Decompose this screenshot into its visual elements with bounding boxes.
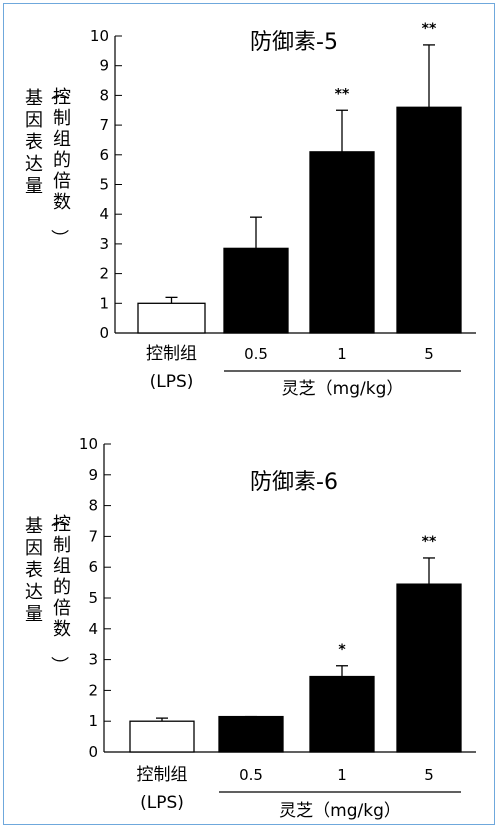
y-tick-label: 3 — [99, 235, 109, 253]
y-axis-label: 基因表达量 — [25, 516, 43, 625]
y-tick-label: 5 — [88, 589, 98, 607]
x-category-label: 5 — [424, 345, 434, 363]
control-sublabel: (LPS) — [150, 372, 194, 392]
y-axis-sublabel: （控制组的倍数） — [48, 82, 71, 247]
y-tick-label: 7 — [88, 527, 98, 545]
y-tick-label: 2 — [99, 265, 109, 283]
x-category-label: 5 — [424, 766, 434, 784]
y-tick-label: 6 — [88, 558, 98, 576]
x-category-label: 控制组 — [137, 765, 188, 785]
x-category-label: 1 — [337, 345, 347, 363]
y-tick-label: 0 — [88, 743, 98, 761]
y-tick-label: 4 — [88, 620, 98, 638]
bar — [396, 106, 462, 334]
chart-title: 防御素-6 — [250, 470, 338, 495]
x-category-label: 1 — [337, 766, 347, 784]
significance-marker: ** — [422, 21, 437, 37]
chart-title: 防御素-5 — [250, 30, 338, 55]
significance-marker: ** — [335, 86, 350, 102]
y-tick-label: 10 — [79, 435, 98, 453]
y-tick-label: 3 — [88, 651, 98, 669]
y-tick-label: 9 — [99, 57, 109, 75]
x-category-label: 控制组 — [146, 344, 197, 364]
x-category-label: 0.5 — [239, 766, 263, 784]
y-tick-label: 2 — [88, 681, 98, 699]
y-tick-label: 8 — [99, 86, 109, 104]
x-category-label: 0.5 — [244, 345, 268, 363]
control-sublabel: (LPS) — [140, 793, 184, 813]
y-tick-label: 1 — [99, 294, 109, 312]
bar — [218, 715, 284, 753]
bar — [137, 302, 206, 334]
bar — [129, 720, 195, 753]
significance-marker: * — [338, 642, 346, 658]
chart-panel-2: 防御素-6 0 1 2 3 4 5 6 7 8 9 10 基因表达量 （控制组的倍数） 控制组 0.5 * 1 **… — [25, 435, 476, 821]
y-tick-label: 10 — [90, 27, 109, 45]
y-tick-label: 7 — [99, 116, 109, 134]
y-axis-sublabel: （控制组的倍数） — [48, 509, 71, 674]
bar — [396, 583, 462, 753]
y-tick-label: 4 — [99, 205, 109, 223]
y-tick-label: 0 — [99, 324, 109, 342]
y-axis-label: 基因表达量 — [25, 88, 43, 197]
figure-frame: 防御素-5 0 1 2 3 4 5 6 7 8 9 10 基因表达量 （控制组的倍数） 控制组 0.5 ** 1 *… — [3, 3, 495, 825]
bar — [223, 247, 289, 334]
group-label: 灵芝（mg/kg） — [279, 801, 401, 821]
significance-marker: ** — [422, 534, 437, 550]
bar — [309, 151, 375, 334]
y-tick-label: 8 — [88, 497, 98, 515]
y-tick-label: 6 — [99, 146, 109, 164]
bar — [309, 675, 375, 753]
chart-panel-1: 防御素-5 0 1 2 3 4 5 6 7 8 9 10 基因表达量 （控制组的倍数） 控制组 0.5 ** 1 *… — [25, 21, 476, 399]
y-tick-label: 5 — [99, 176, 109, 194]
y-tick-label: 1 — [88, 712, 98, 730]
y-tick-label: 9 — [88, 466, 98, 484]
group-label: 灵芝（mg/kg） — [282, 379, 404, 399]
